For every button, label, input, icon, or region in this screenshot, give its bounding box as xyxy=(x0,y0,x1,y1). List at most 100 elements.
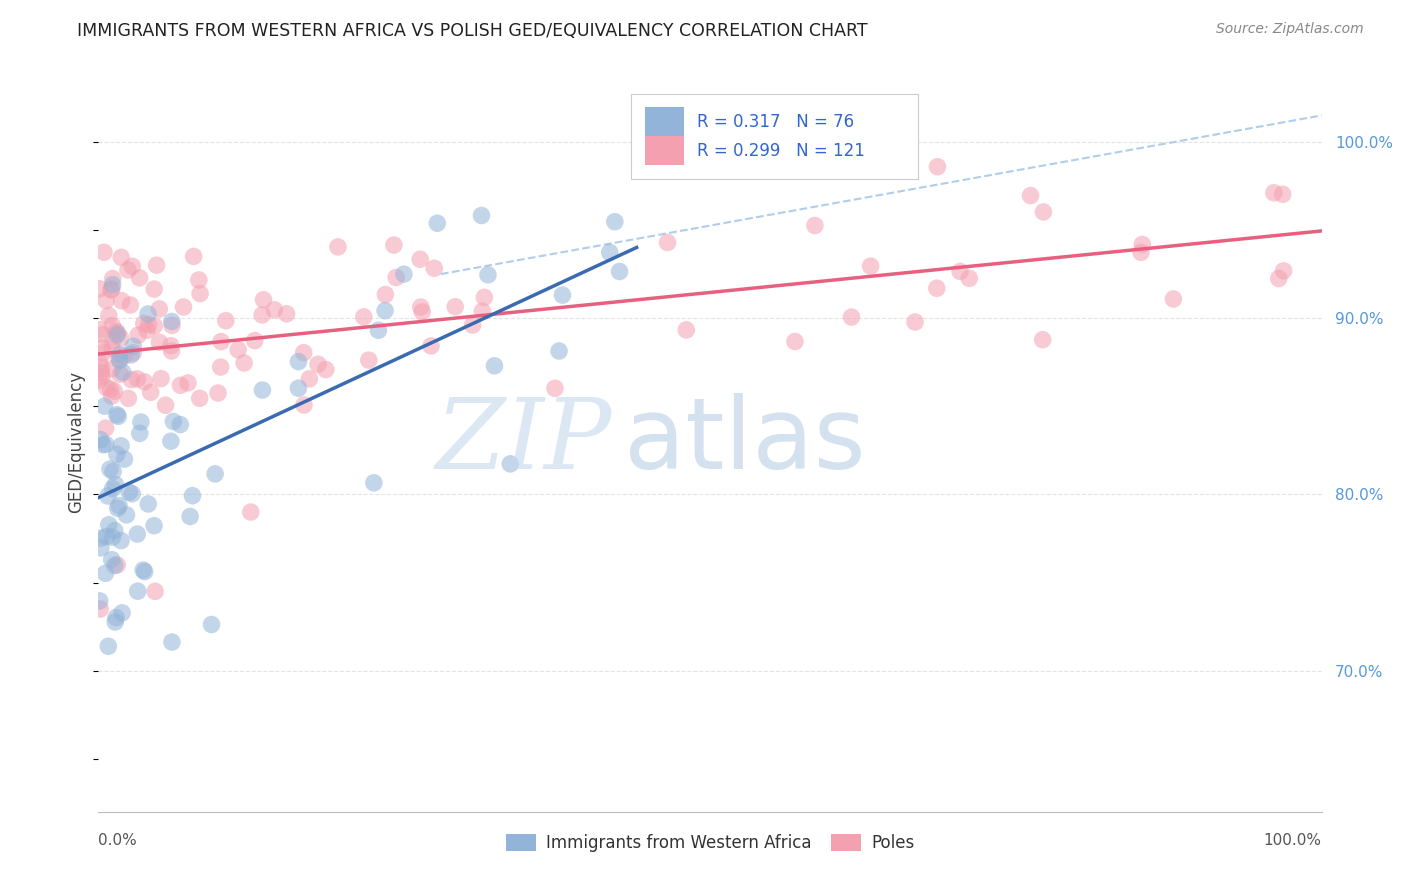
Point xyxy=(89,602,111,616)
Point xyxy=(841,310,863,324)
Point xyxy=(148,301,170,316)
Point xyxy=(544,381,567,395)
Point xyxy=(949,264,972,278)
Point xyxy=(1263,186,1285,200)
Point xyxy=(97,640,120,654)
Point xyxy=(276,307,298,321)
Point xyxy=(357,353,380,368)
Point xyxy=(105,558,128,572)
Point xyxy=(93,399,115,413)
Point xyxy=(136,307,159,321)
Point xyxy=(353,310,375,324)
Point xyxy=(461,318,484,332)
Point xyxy=(122,346,145,360)
Point xyxy=(1271,187,1294,202)
Point xyxy=(207,386,229,401)
Point xyxy=(209,359,232,374)
Point xyxy=(94,566,117,581)
Point xyxy=(252,383,274,397)
Point xyxy=(100,283,122,297)
Point xyxy=(96,529,118,543)
Point xyxy=(169,417,191,432)
Point xyxy=(101,361,124,376)
Point xyxy=(128,271,150,285)
Point xyxy=(150,371,173,385)
Point xyxy=(112,452,135,467)
Point xyxy=(115,508,138,522)
Point xyxy=(104,524,127,538)
Point xyxy=(139,385,162,400)
Point xyxy=(90,366,112,380)
Point xyxy=(100,389,122,403)
Point xyxy=(239,505,262,519)
Point xyxy=(160,318,183,333)
Point xyxy=(143,318,166,333)
Point xyxy=(183,249,205,263)
Point xyxy=(104,324,127,338)
Point xyxy=(148,335,170,350)
Point xyxy=(307,357,329,371)
Point xyxy=(326,240,349,254)
Point xyxy=(105,447,128,461)
Point xyxy=(91,327,114,342)
Point xyxy=(93,245,115,260)
Point xyxy=(173,300,195,314)
Point xyxy=(108,352,131,367)
Point xyxy=(101,464,124,478)
Text: 0.0%: 0.0% xyxy=(98,833,138,848)
Point xyxy=(1130,237,1153,252)
Point xyxy=(121,260,143,274)
Point xyxy=(287,354,309,368)
Point xyxy=(129,415,152,429)
Point xyxy=(100,552,122,566)
Point xyxy=(363,475,385,490)
Point xyxy=(136,497,159,511)
Point xyxy=(859,259,882,273)
Point xyxy=(89,282,111,296)
Point xyxy=(160,434,183,449)
Point xyxy=(374,303,396,318)
Point xyxy=(112,349,135,363)
Point xyxy=(426,216,449,230)
Point xyxy=(108,353,131,368)
Point xyxy=(143,584,166,599)
Point xyxy=(250,308,273,322)
Point xyxy=(484,359,506,373)
Point xyxy=(188,392,211,406)
Point xyxy=(89,433,111,447)
Point xyxy=(243,334,266,348)
Point xyxy=(90,541,112,555)
Point xyxy=(110,331,132,345)
Point xyxy=(122,339,145,353)
Point xyxy=(1268,271,1291,285)
Point xyxy=(287,381,309,395)
Point xyxy=(315,362,337,376)
Point xyxy=(298,372,321,386)
Point xyxy=(101,318,124,333)
Point xyxy=(136,323,159,337)
Point xyxy=(101,334,124,348)
Point xyxy=(292,398,315,412)
Point xyxy=(94,421,117,435)
Point xyxy=(675,323,697,337)
Point xyxy=(200,617,222,632)
Point xyxy=(160,339,183,353)
Point xyxy=(121,487,143,501)
Point xyxy=(120,373,142,387)
Point xyxy=(100,282,122,296)
Point xyxy=(471,304,494,318)
Point xyxy=(409,252,432,267)
Y-axis label: GED/Equivalency: GED/Equivalency xyxy=(67,370,86,513)
Point xyxy=(804,219,827,233)
Point xyxy=(499,457,522,471)
Point xyxy=(957,271,980,285)
Point xyxy=(134,375,156,389)
Point xyxy=(132,317,155,331)
Point xyxy=(177,376,200,390)
Point xyxy=(93,345,115,359)
Text: R = 0.299   N = 121: R = 0.299 N = 121 xyxy=(696,142,865,160)
Point xyxy=(409,300,432,314)
Point xyxy=(118,485,141,500)
Legend: Immigrants from Western Africa, Poles: Immigrants from Western Africa, Poles xyxy=(499,828,921,859)
Point xyxy=(108,368,131,382)
